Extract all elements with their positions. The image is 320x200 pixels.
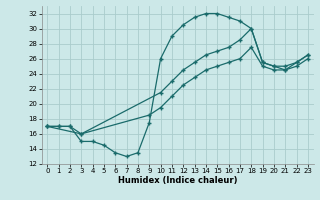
X-axis label: Humidex (Indice chaleur): Humidex (Indice chaleur) [118, 176, 237, 185]
